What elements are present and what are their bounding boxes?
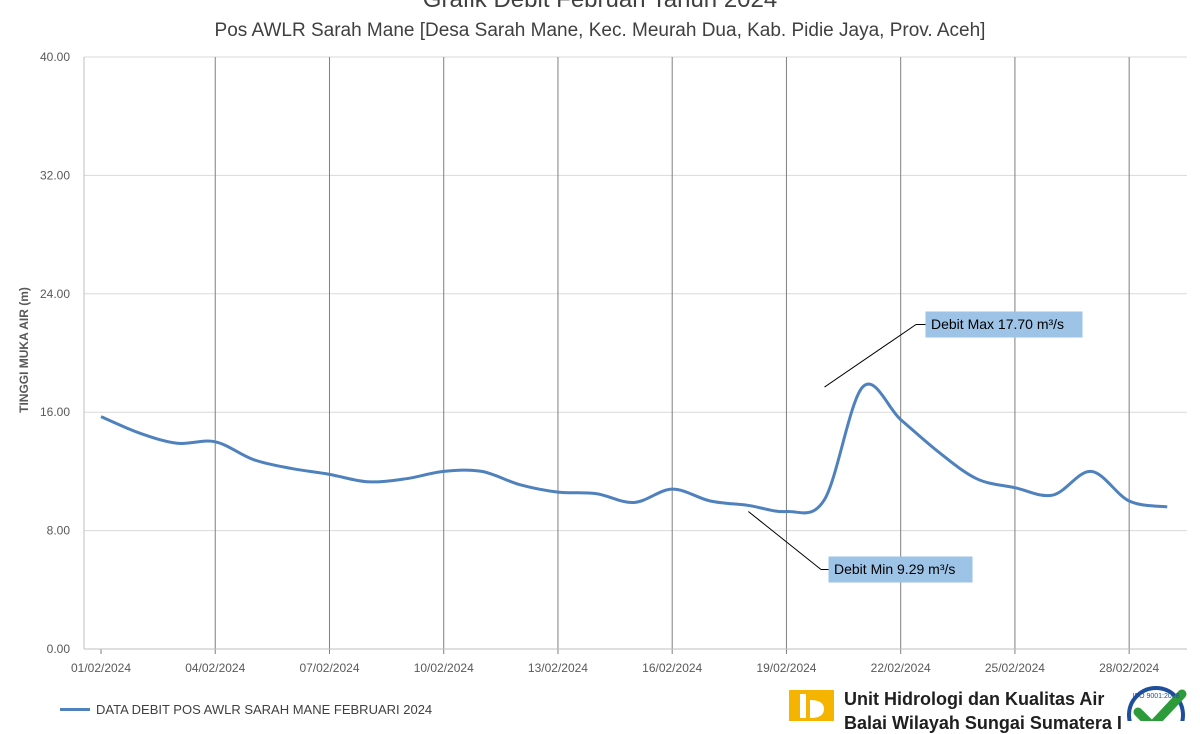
y-tick-label: 16.00 [40,405,70,419]
annotation-layer: Debit Max 17.70 m³/s Debit Min 9.29 m³/s [748,311,1083,583]
annotation-box [828,556,973,583]
x-tick-label: 13/02/2024 [528,661,588,675]
x-tick-label: 19/02/2024 [756,661,816,675]
y-tick-label: 24.00 [40,287,70,301]
legend-label: DATA DEBIT POS AWLR SARAH MANE FEBRUARI … [96,702,433,717]
series-line [100,382,1168,515]
annotation-label: Debit Max 17.70 m³/s [931,316,1064,332]
pu-logo-shape [800,694,824,718]
chart-title: Grafik Debit Februari Tahun 2024 [0,0,1200,14]
logo-graphics: ISO 9001:2008 [789,686,1187,721]
annotation-leader [748,511,822,570]
y-tick-label: 40.00 [40,50,70,64]
x-tick-label: 16/02/2024 [642,661,702,675]
x-tick-label: 22/02/2024 [871,661,931,675]
iso-badge-label: ISO 9001:2008 [1132,693,1179,700]
grid-lines [83,56,1187,654]
logo-line1: Unit Hidrologi dan Kualitas Air [844,689,1105,709]
x-tick-label: 10/02/2024 [414,661,474,675]
x-tick-label: 28/02/2024 [1099,661,1159,675]
chart-subtitle: Pos AWLR Sarah Mane [Desa Sarah Mane, Ke… [214,20,986,41]
annotation-label: Debit Min 9.29 m³/s [834,561,955,577]
annotation-box [925,311,1083,338]
y-tick-label: 8.00 [47,524,71,538]
annotation-leader [824,324,917,388]
check-icon [1133,689,1187,721]
y-tick-label: 0.00 [47,642,71,656]
y-tick-label: 32.00 [40,168,70,182]
x-tick-label: 04/02/2024 [185,661,245,675]
x-tick-label: 01/02/2024 [71,661,131,675]
axis-ticks: 0.00 8.00 16.00 24.00 32.00 40.00 01/02/2024 04… [40,50,1160,675]
x-tick-label: 25/02/2024 [985,661,1045,675]
legend-swatch [60,708,90,711]
series-layer [100,382,1168,515]
logo-line2: Balai Wilayah Sungai Sumatera I [844,713,1122,733]
x-tick-label: 07/02/2024 [299,661,359,675]
legend: DATA DEBIT POS AWLR SARAH MANE FEBRUARI … [60,702,432,717]
